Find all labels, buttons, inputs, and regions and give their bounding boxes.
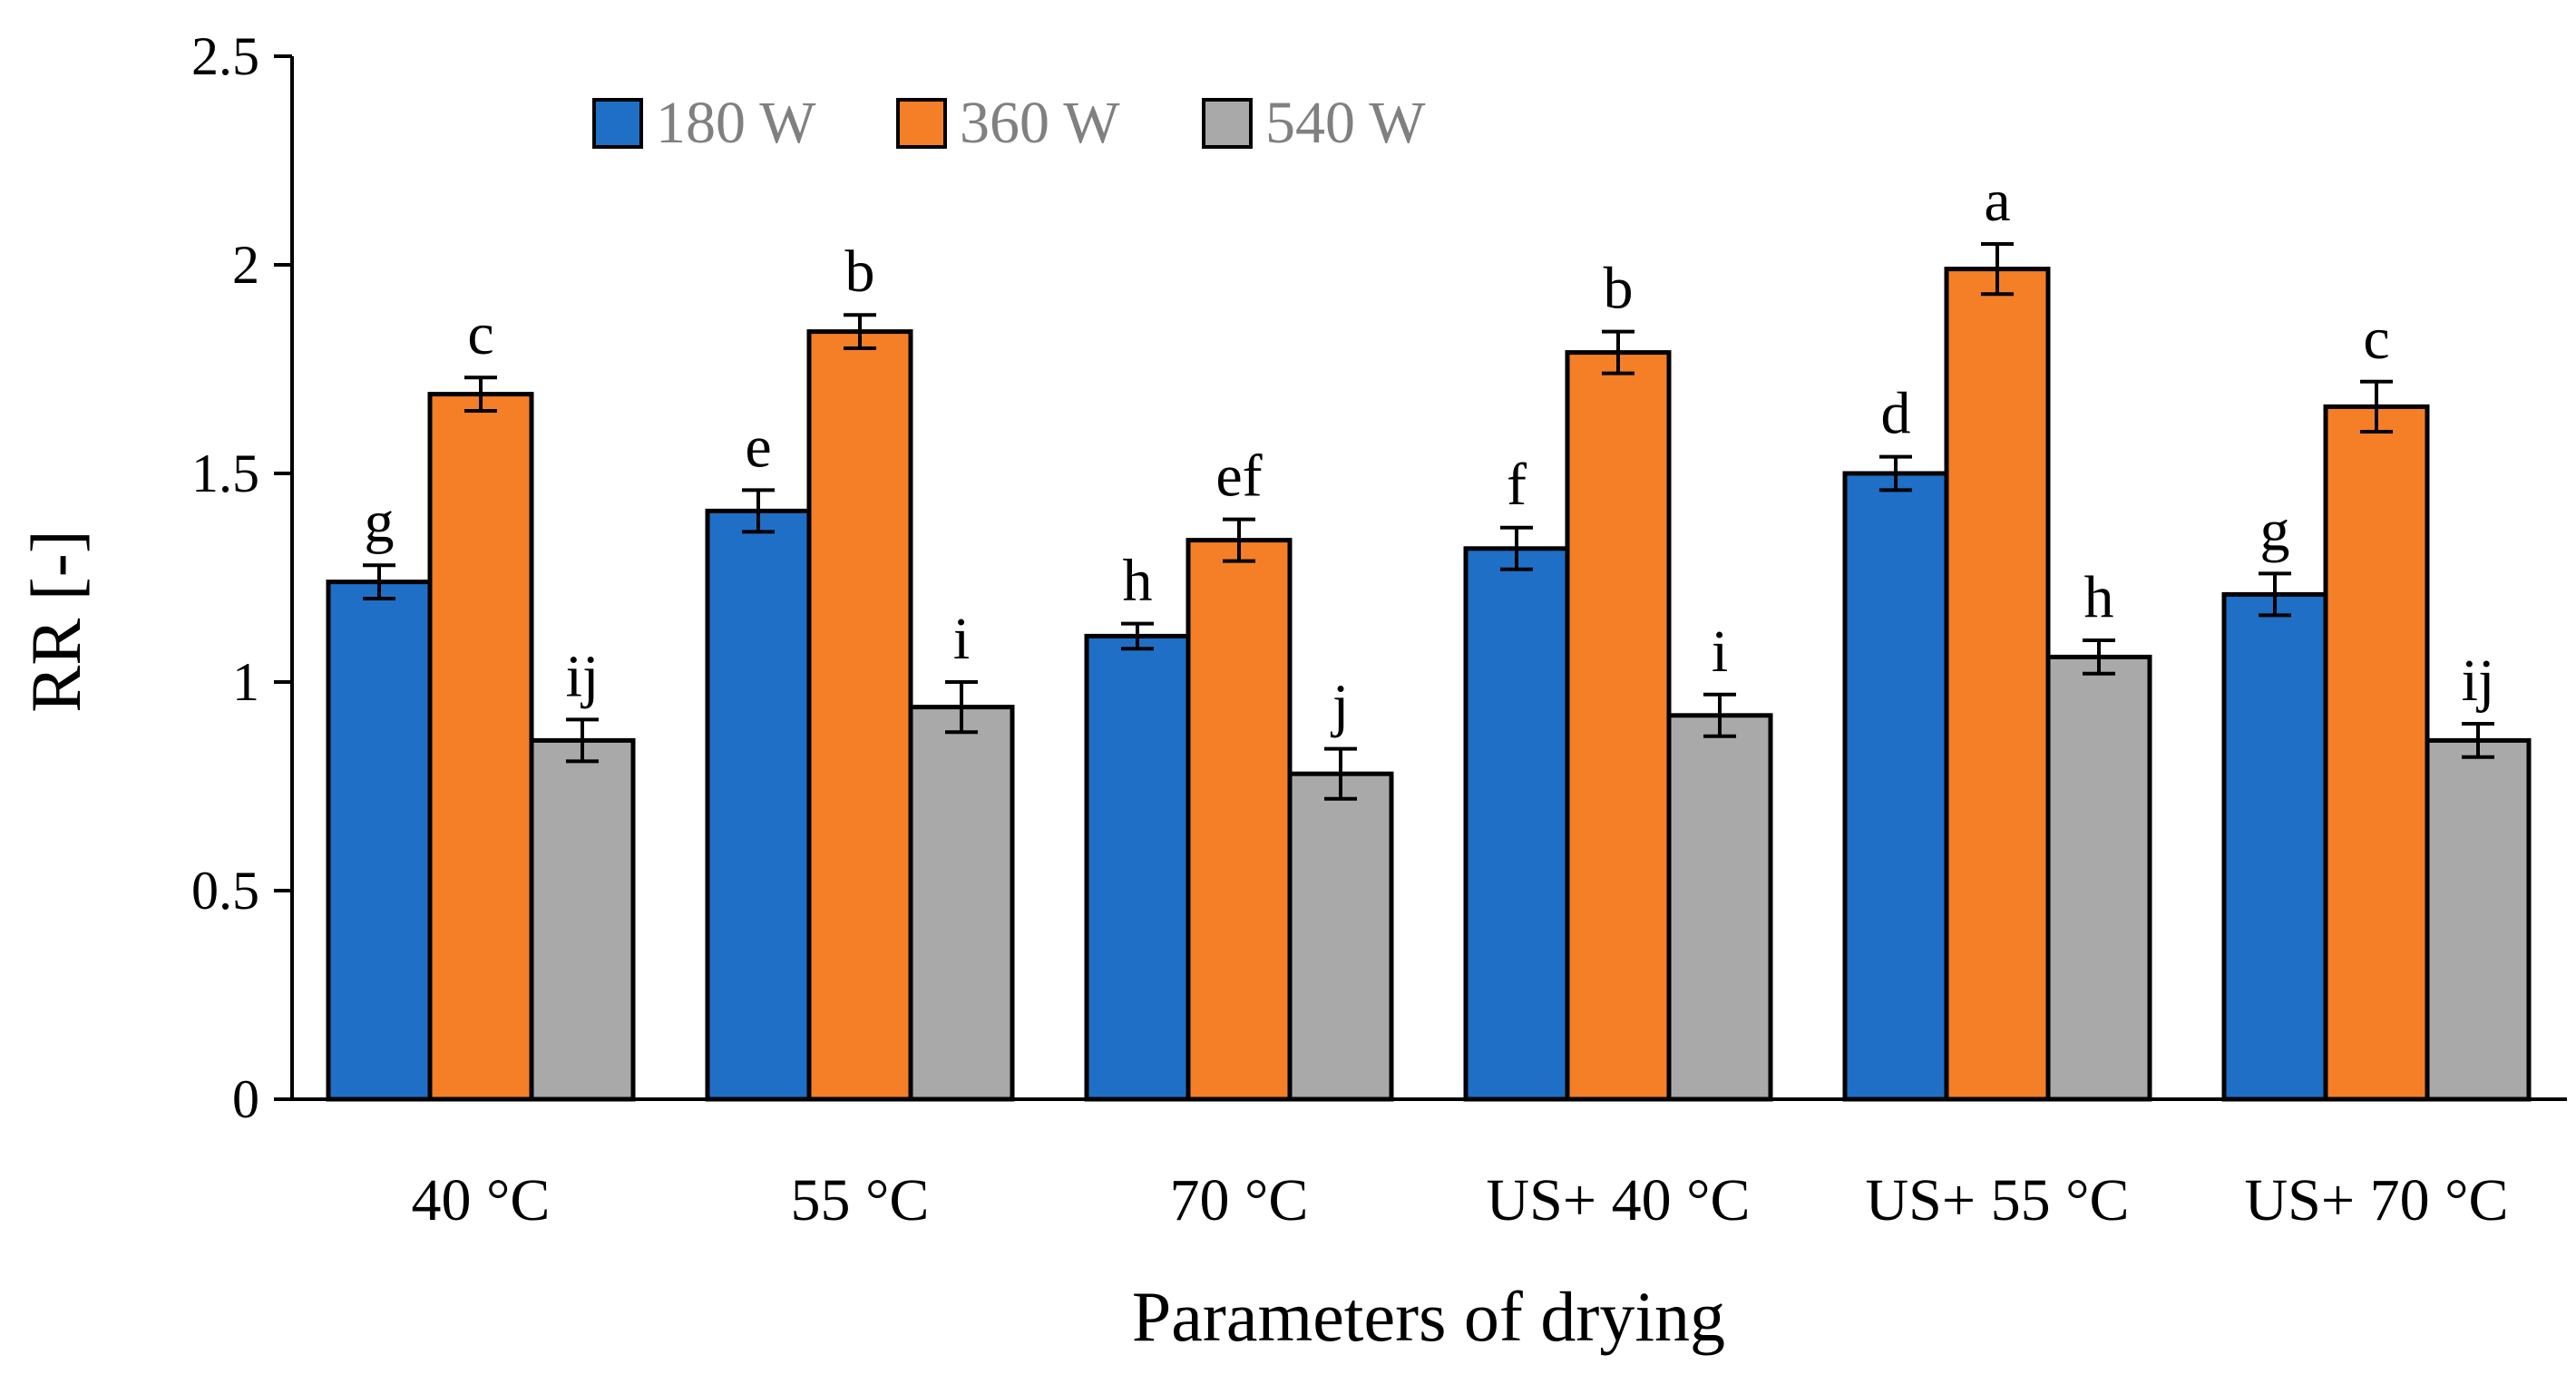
significance-label: a xyxy=(1984,168,2010,234)
bar xyxy=(2323,404,2430,1102)
bar xyxy=(1084,633,1191,1102)
bar xyxy=(1287,771,1394,1102)
bar xyxy=(1565,350,1672,1102)
significance-label: h xyxy=(1123,548,1153,614)
bars xyxy=(326,242,2532,1102)
bar xyxy=(908,705,1015,1102)
x-category-label: US+ 40 °C xyxy=(1486,1167,1750,1233)
significance-label: c xyxy=(2363,306,2389,372)
legend-label: 180 W xyxy=(656,90,816,156)
y-tick-label: 0 xyxy=(232,1069,259,1129)
bar xyxy=(1463,546,1570,1102)
significance-label: b xyxy=(845,239,875,305)
significance-label: h xyxy=(2084,564,2114,630)
bar xyxy=(2221,591,2328,1102)
y-axis-title: RR [-] xyxy=(16,530,95,712)
x-category-label: 40 °C xyxy=(412,1167,551,1233)
x-category-label: 70 °C xyxy=(1170,1167,1309,1233)
legend: 180 W 360 W 540 W xyxy=(592,90,1426,156)
bar xyxy=(806,329,913,1102)
significance-label: c xyxy=(467,301,493,367)
significance-label: i xyxy=(953,606,970,672)
significance-label: ij xyxy=(2462,648,2495,714)
significance-label: ij xyxy=(566,643,600,709)
bar xyxy=(2045,654,2152,1102)
significance-label: b xyxy=(1604,256,1634,322)
y-tick-label: 1.5 xyxy=(191,443,259,503)
legend-swatch xyxy=(896,98,947,149)
bar xyxy=(2425,737,2532,1102)
legend-swatch xyxy=(592,98,643,149)
significance-label: g xyxy=(2260,497,2290,563)
y-tick-label: 2 xyxy=(232,235,259,295)
bar xyxy=(529,737,636,1102)
legend-label: 360 W xyxy=(960,90,1120,156)
x-category-label: US+ 70 °C xyxy=(2244,1167,2508,1233)
bar xyxy=(1186,538,1293,1102)
x-category-label: US+ 55 °C xyxy=(1865,1167,2129,1233)
significance-label: d xyxy=(1881,381,1911,447)
significance-label: e xyxy=(745,414,771,480)
y-tick-label: 2.5 xyxy=(191,26,259,86)
x-axis-title: Parameters of drying xyxy=(1132,1277,1725,1356)
legend-swatch xyxy=(1202,98,1253,149)
bar xyxy=(427,392,534,1102)
bar xyxy=(326,580,433,1102)
significance-label: j xyxy=(1331,673,1349,739)
x-category-label: 55 °C xyxy=(791,1167,930,1233)
bar xyxy=(1944,267,2051,1102)
axes: 40 °C 55 °C 70 °C US+ 40 °C US+ 55 °C US+ 70 … xyxy=(274,56,2567,1233)
bar xyxy=(1842,471,1949,1102)
significance-label: ef xyxy=(1215,443,1262,510)
legend-label: 540 W xyxy=(1265,90,1426,156)
significance-label: g xyxy=(365,489,395,555)
y-axis-ticks: 0 0.5 1 1.5 2 2.5 xyxy=(191,26,292,1129)
significance-label: i xyxy=(1712,619,1728,685)
bar xyxy=(1666,713,1773,1102)
y-tick-label: 1 xyxy=(232,652,259,712)
significance-label: f xyxy=(1507,452,1527,518)
y-tick-label: 0.5 xyxy=(191,861,259,921)
bar xyxy=(705,508,812,1102)
